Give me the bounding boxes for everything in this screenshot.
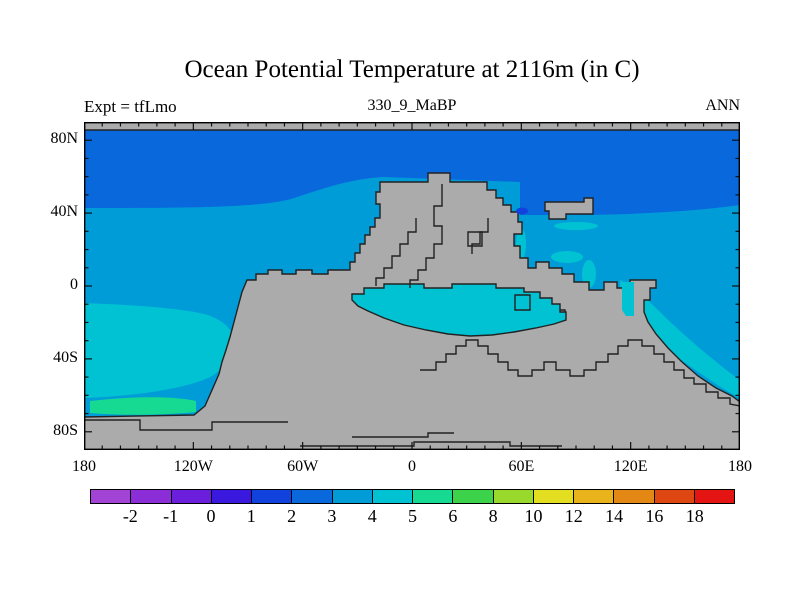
colorbar-tick-label: 16 bbox=[645, 506, 664, 526]
colorbar-segment bbox=[413, 490, 454, 503]
colorbar-segment bbox=[372, 490, 413, 503]
colorbar-tick-label: 1 bbox=[246, 506, 256, 526]
x-axis-tick-label: 180 bbox=[72, 458, 96, 475]
cyan-patch bbox=[551, 251, 583, 263]
map-plot bbox=[83, 121, 741, 451]
x-axis-tick-label: 120E bbox=[613, 458, 648, 475]
coastline-boundary bbox=[375, 218, 417, 286]
y-axis-tick-label: 40S bbox=[53, 348, 78, 366]
colorbar-tick-label: 10 bbox=[524, 506, 543, 526]
figure-title: Ocean Potential Temperature at 2116m (in… bbox=[184, 56, 640, 83]
colorbar-segment bbox=[654, 490, 695, 503]
map-svg bbox=[83, 121, 741, 451]
colorbar-segment bbox=[91, 490, 132, 503]
colorbar-tick-label: -2 bbox=[122, 506, 138, 526]
colorbar-segment bbox=[694, 490, 734, 503]
coastline-boundary bbox=[420, 339, 741, 407]
ocean-spot-1-2 bbox=[516, 207, 528, 215]
coastline-boundary bbox=[467, 231, 483, 247]
colorbar-tick-label: 3 bbox=[327, 506, 337, 526]
colorbar-segment bbox=[211, 490, 252, 503]
colorbar-segment bbox=[614, 490, 655, 503]
ocean-band-2-3 bbox=[84, 130, 740, 215]
colorbar-segment bbox=[131, 490, 172, 503]
land-island bbox=[544, 197, 594, 220]
experiment-label: Expt = tfLmo bbox=[84, 97, 177, 116]
map-frame bbox=[83, 121, 740, 451]
ocean-band-5-6-southwest bbox=[90, 397, 196, 415]
tethys-channel bbox=[622, 282, 634, 316]
colorbar-tick-label: -1 bbox=[163, 506, 179, 526]
colorbar-segment bbox=[292, 490, 333, 503]
coastline-boundary bbox=[409, 184, 443, 288]
colorbar-segment bbox=[171, 490, 212, 503]
x-axis-tick-label: 60E bbox=[508, 458, 535, 475]
coastline-boundary bbox=[84, 419, 288, 431]
colorbar-tick-label: 6 bbox=[448, 506, 458, 526]
coastline-boundary bbox=[514, 294, 531, 311]
colorbar-tick-label: 4 bbox=[367, 506, 377, 526]
ocean-band-4-5-southwest bbox=[84, 303, 235, 398]
x-axis-tick-label: 0 bbox=[408, 458, 416, 475]
colorbar-tick-label: 2 bbox=[287, 506, 297, 526]
colorbar-segment bbox=[453, 490, 494, 503]
colorbar-tick-label: 0 bbox=[206, 506, 216, 526]
coastline-boundary bbox=[352, 432, 454, 438]
tethys-sea bbox=[351, 283, 567, 337]
x-axis-tick-label: 180 bbox=[728, 458, 752, 475]
colorbar-segment bbox=[332, 490, 373, 503]
colorbar-tick-label: 18 bbox=[685, 506, 704, 526]
colorbar-tick-label: 8 bbox=[488, 506, 498, 526]
y-axis-tick-label: 0 bbox=[70, 276, 78, 293]
colorbar-segment bbox=[252, 490, 293, 503]
colorbar-segment bbox=[574, 490, 615, 503]
coastline-boundary bbox=[300, 441, 562, 447]
season-label: ANN bbox=[705, 97, 740, 114]
ocean-band-4-5-east-coastal bbox=[620, 280, 740, 398]
colorbar-segment bbox=[493, 490, 534, 503]
colorbar bbox=[90, 489, 735, 504]
y-axis-tick-label: 80N bbox=[50, 130, 78, 148]
colorbar-tick-label: 12 bbox=[564, 506, 583, 526]
x-axis-tick-label: 120W bbox=[173, 458, 213, 475]
cyan-patch bbox=[582, 260, 596, 288]
colorbar-tick-label: 5 bbox=[408, 506, 417, 526]
cyan-patch bbox=[554, 222, 598, 230]
time-period-label: 330_9_MaBP bbox=[367, 97, 457, 114]
x-axis-tick-label: 60W bbox=[287, 458, 319, 475]
colorbar-tick-label: 14 bbox=[605, 506, 624, 526]
y-axis-tick-label: 80S bbox=[53, 421, 78, 439]
colorbar-segment bbox=[533, 490, 574, 503]
y-axis-tick-label: 40N bbox=[50, 203, 78, 221]
